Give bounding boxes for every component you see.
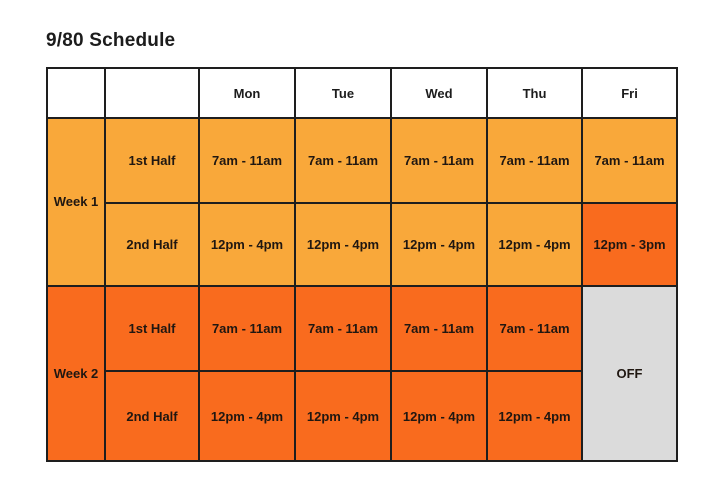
cell-week1-firsthalf-thu: 7am - 11am [486,117,583,204]
cell-week1-firsthalf-wed: 7am - 11am [390,117,488,204]
schedule-table: Mon Tue Wed Thu Fri Week 1 1st Half 7am … [46,67,678,462]
cell-week1-secondhalf-fri: 12pm - 3pm [581,202,678,287]
corner-cell-week [46,67,106,119]
cell-week1-secondhalf-wed: 12pm - 4pm [390,202,488,287]
cell-week1-firsthalf-tue: 7am - 11am [294,117,392,204]
cell-week1-secondhalf-mon: 12pm - 4pm [198,202,296,287]
cell-week2-secondhalf-wed: 12pm - 4pm [390,370,488,462]
corner-cell-half [104,67,200,119]
week2-second-half-row: 2nd Half 12pm - 4pm 12pm - 4pm 12pm - 4p… [47,370,677,462]
day-header-mon: Mon [198,67,296,119]
cell-week2-fri-off: OFF [581,285,678,462]
week1-second-half-label: 2nd Half [104,202,200,287]
week1-label: Week 1 [46,117,106,287]
week1-first-half-label: 1st Half [104,117,200,204]
day-header-fri: Fri [581,67,678,119]
cell-week2-firsthalf-thu: 7am - 11am [486,285,583,372]
week2-first-half-label: 1st Half [104,285,200,372]
cell-week2-firsthalf-tue: 7am - 11am [294,285,392,372]
cell-week2-secondhalf-tue: 12pm - 4pm [294,370,392,462]
cell-week2-firsthalf-mon: 7am - 11am [198,285,296,372]
cell-week1-secondhalf-tue: 12pm - 4pm [294,202,392,287]
week2-label: Week 2 [46,285,106,462]
page-title: 9/80 Schedule [46,30,176,51]
week2-first-half-row: Week 2 1st Half 7am - 11am 7am - 11am 7a… [46,285,678,462]
cell-week1-secondhalf-thu: 12pm - 4pm [486,202,583,287]
week2-second-half-label: 2nd Half [104,370,200,462]
day-header-thu: Thu [486,67,583,119]
cell-week1-firsthalf-fri: 7am - 11am [581,117,678,204]
week1-second-half-row: 2nd Half 12pm - 4pm 12pm - 4pm 12pm - 4p… [47,202,678,287]
day-header-tue: Tue [294,67,392,119]
week1-first-half-row: Week 1 1st Half 7am - 11am 7am - 11am 7a… [46,117,678,287]
header-row: Mon Tue Wed Thu Fri [46,67,678,119]
day-header-wed: Wed [390,67,488,119]
cell-week2-firsthalf-wed: 7am - 11am [390,285,488,372]
cell-week2-secondhalf-mon: 12pm - 4pm [198,370,296,462]
cell-week2-secondhalf-thu: 12pm - 4pm [486,370,583,462]
cell-week1-firsthalf-mon: 7am - 11am [198,117,296,204]
